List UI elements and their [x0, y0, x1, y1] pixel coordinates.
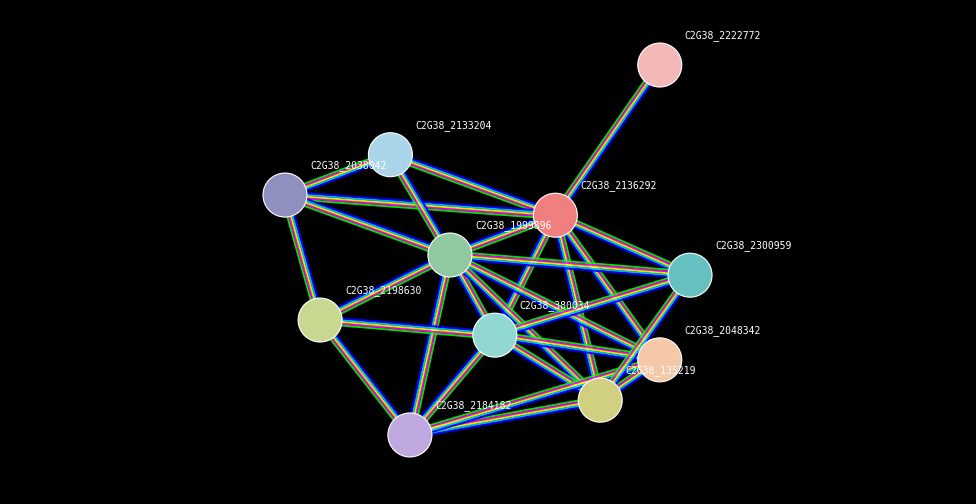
Text: C2G38_2136292: C2G38_2136292: [581, 180, 657, 191]
Circle shape: [263, 173, 307, 217]
Text: C2G38_380034: C2G38_380034: [520, 300, 590, 311]
Text: C2G38_2222772: C2G38_2222772: [685, 30, 761, 41]
Text: C2G38_2198630: C2G38_2198630: [346, 285, 422, 296]
Text: C2G38_135219: C2G38_135219: [626, 365, 696, 376]
Text: C2G38_2038042: C2G38_2038042: [310, 160, 386, 171]
Circle shape: [637, 43, 682, 87]
Circle shape: [533, 193, 578, 237]
Text: C2G38_2048342: C2G38_2048342: [685, 325, 761, 336]
Circle shape: [427, 233, 472, 277]
Text: C2G38_2184182: C2G38_2184182: [435, 400, 511, 411]
Circle shape: [368, 133, 413, 177]
Circle shape: [298, 298, 343, 342]
Circle shape: [668, 253, 712, 297]
Circle shape: [387, 413, 432, 457]
Circle shape: [637, 338, 682, 382]
Text: C2G38_1999896: C2G38_1999896: [475, 220, 551, 231]
Text: C2G38_2133204: C2G38_2133204: [416, 120, 492, 131]
Text: C2G38_2300959: C2G38_2300959: [715, 240, 792, 251]
Circle shape: [578, 378, 623, 422]
Circle shape: [472, 313, 517, 357]
